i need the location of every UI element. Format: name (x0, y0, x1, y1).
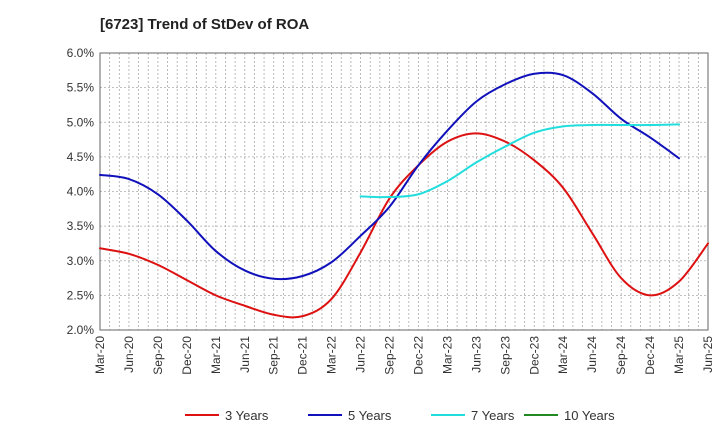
legend-label-3-years: 3 Years (225, 408, 269, 423)
x-tick-label: Jun-20 (122, 336, 136, 373)
x-tick-label: Jun-24 (585, 336, 599, 373)
x-tick-label: Dec-20 (180, 336, 194, 375)
y-tick-label: 6.0% (67, 46, 95, 60)
y-tick-label: 5.5% (67, 81, 95, 95)
grid-layer (99, 52, 709, 331)
y-tick-label: 5.0% (67, 115, 95, 129)
legend-label-5-years: 5 Years (348, 408, 392, 423)
y-tick-label: 4.5% (67, 150, 95, 164)
legend: 3 Years 5 Years 7 Years 10 Years (185, 408, 615, 423)
axis-layer: 2.0% 2.5% 3.0% 3.5% 4.0% 4.5% 5.0% 5.5% 6.0% Mar-… (67, 46, 715, 375)
chart-title: [6723] Trend of StDev of ROA (100, 16, 309, 33)
x-tick-label: Mar-20 (93, 336, 107, 374)
y-tick-label: 4.0% (67, 185, 95, 199)
x-tick-label: Mar-22 (325, 336, 339, 374)
x-tick-label: Dec-21 (296, 336, 310, 375)
x-tick-label: Sep-20 (151, 336, 165, 375)
x-tick-label: Jun-23 (469, 336, 483, 373)
x-tick-label: Sep-21 (267, 336, 281, 375)
x-tick-label: Jun-21 (238, 336, 252, 373)
series-line-7-years (359, 123, 681, 199)
x-tick-label: Sep-23 (498, 336, 512, 375)
y-tick-label: 2.0% (67, 323, 95, 337)
series-line-3-years (99, 132, 709, 319)
series-line-5-years (99, 71, 681, 281)
x-tick-label: Mar-24 (556, 336, 570, 374)
series-layer (99, 71, 709, 319)
y-tick-label: 2.5% (67, 288, 95, 302)
legend-label-7-years: 7 Years (471, 408, 515, 423)
x-tick-label: Sep-22 (383, 336, 397, 375)
y-tick-label: 3.5% (67, 219, 95, 233)
x-tick-label: Jun-22 (354, 336, 368, 373)
x-tick-label: Mar-21 (209, 336, 223, 374)
x-tick-label: Jun-25 (701, 336, 715, 373)
x-tick-label: Dec-22 (411, 336, 425, 375)
x-tick-label: Sep-24 (614, 336, 628, 375)
plot-border (99, 52, 709, 331)
x-tick-label: Mar-25 (672, 336, 686, 374)
legend-label-10-years: 10 Years (564, 408, 615, 423)
x-tick-label: Mar-23 (440, 336, 454, 374)
y-tick-label: 3.0% (67, 254, 95, 268)
x-tick-label: Dec-24 (643, 336, 657, 375)
x-tick-label: Dec-23 (527, 336, 541, 375)
